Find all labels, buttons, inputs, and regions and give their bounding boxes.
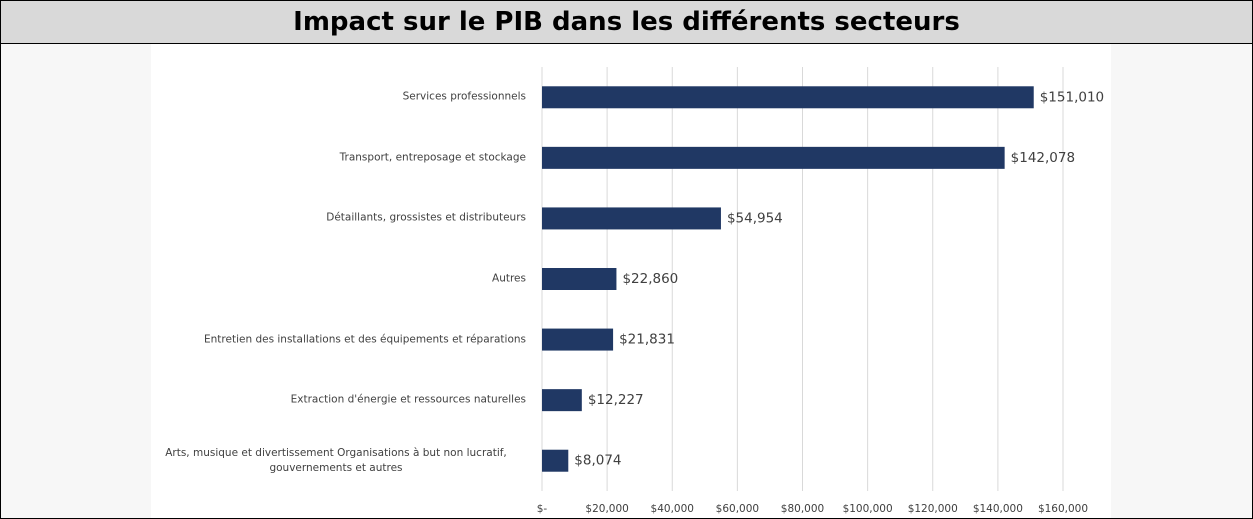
- y-tick-label: Extraction d'énergie et ressources natur…: [290, 393, 526, 406]
- y-tick-label: Autres: [492, 272, 526, 285]
- category-label-box: Autres: [492, 272, 526, 287]
- y-tick-label: Arts, musique et divertissement Organisa…: [165, 446, 507, 474]
- chart-title: Impact sur le PIB dans les différents se…: [1, 1, 1252, 44]
- x-tick-label: $40,000: [651, 503, 694, 515]
- x-tick-label: $140,000: [973, 503, 1023, 515]
- category-label-box: Services professionnels: [403, 90, 526, 105]
- y-tick-label: Transport, entreposage et stockage: [339, 151, 526, 164]
- y-tick-label: Services professionnels: [402, 90, 526, 103]
- data-label: $22,860: [622, 271, 678, 287]
- data-label: $54,954: [727, 210, 783, 226]
- bar: [542, 86, 1034, 109]
- x-tick-label: $20,000: [585, 503, 628, 515]
- data-label: $21,831: [619, 332, 675, 348]
- x-tick-label: $60,000: [716, 503, 759, 515]
- plot-area: [151, 44, 1111, 518]
- bar: [542, 146, 1005, 169]
- category-label-box: Extraction d'énergie et ressources natur…: [291, 393, 526, 408]
- data-label: $151,010: [1040, 89, 1104, 105]
- x-tick-label: $80,000: [781, 503, 824, 515]
- bar: [542, 207, 721, 230]
- y-tick-label: Entretien des installations et des équip…: [204, 333, 526, 346]
- category-label-box: Détaillants, grossistes et distributeurs: [326, 211, 526, 226]
- x-tick-label: $120,000: [908, 503, 958, 515]
- x-tick-label: $160,000: [1038, 503, 1088, 515]
- category-label-box: Arts, musique et divertissement Organisa…: [146, 446, 526, 476]
- bar: [542, 268, 617, 290]
- bar: [542, 449, 569, 472]
- data-label: $142,078: [1011, 150, 1075, 166]
- data-label: $8,074: [574, 453, 621, 469]
- data-label: $12,227: [588, 392, 644, 408]
- bar: [542, 328, 614, 351]
- category-label-box: Entretien des installations et des équip…: [204, 332, 526, 347]
- y-tick-label: Détaillants, grossistes et distributeurs: [326, 211, 526, 224]
- x-tick-label: $-: [537, 503, 548, 515]
- bar: [542, 389, 582, 412]
- category-label-box: Transport, entreposage et stockage: [340, 150, 526, 165]
- x-tick-label: $100,000: [843, 503, 893, 515]
